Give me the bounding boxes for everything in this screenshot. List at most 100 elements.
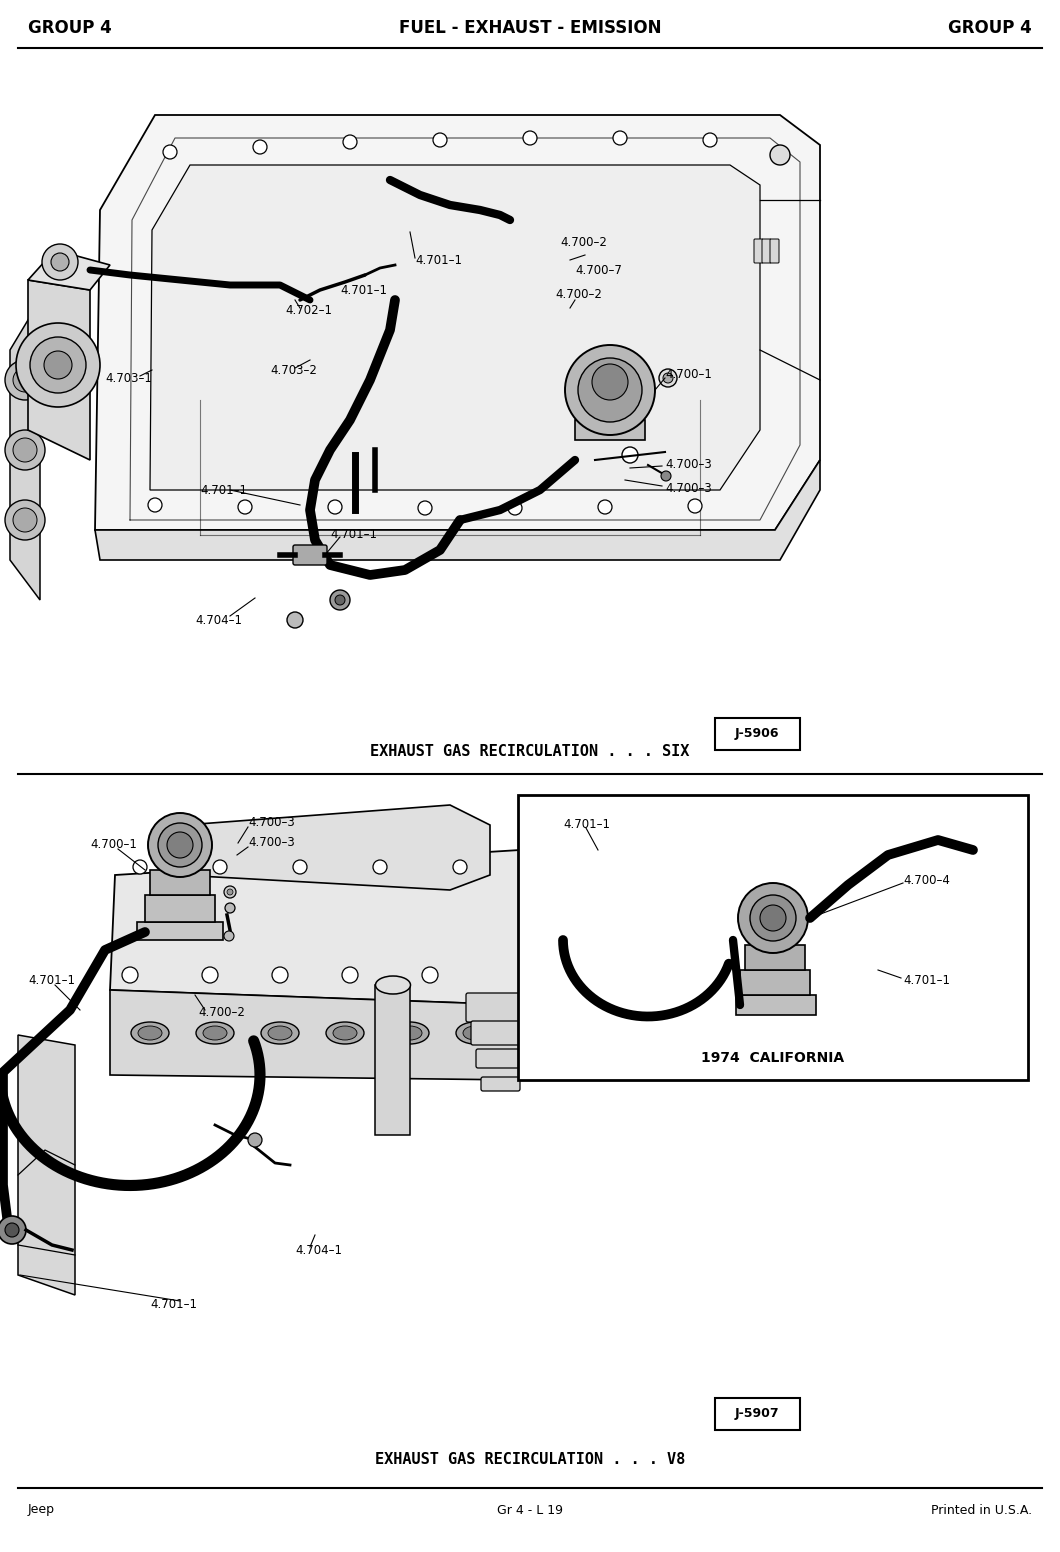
Circle shape [224,886,236,899]
Circle shape [770,144,790,165]
Circle shape [760,905,787,931]
FancyBboxPatch shape [770,239,779,262]
Polygon shape [180,805,490,889]
Circle shape [13,438,37,462]
Ellipse shape [456,1023,494,1044]
Text: 4.700–3: 4.700–3 [665,458,711,472]
Text: 4.700–3: 4.700–3 [248,837,295,849]
Text: GROUP 4: GROUP 4 [28,19,111,37]
Text: 4.704–1: 4.704–1 [295,1243,342,1257]
Circle shape [508,501,522,515]
Text: 4.700–7: 4.700–7 [575,264,622,276]
Circle shape [738,883,808,953]
Polygon shape [110,990,570,1080]
Text: FUEL - EXHAUST - EMISSION: FUEL - EXHAUST - EMISSION [399,19,661,37]
Ellipse shape [204,1026,227,1040]
Text: 4.700–1: 4.700–1 [665,368,712,382]
Circle shape [287,611,303,629]
Circle shape [342,967,358,982]
Bar [716,1398,800,1429]
Text: 4.701–1: 4.701–1 [200,484,247,497]
Text: 4.701–1: 4.701–1 [416,253,462,267]
Text: 4.701–1: 4.701–1 [340,284,387,296]
Text: Printed in U.S.A.: Printed in U.S.A. [931,1504,1032,1516]
Circle shape [750,896,796,941]
Circle shape [432,133,447,147]
Circle shape [565,345,655,435]
FancyBboxPatch shape [762,239,771,262]
Circle shape [373,860,387,874]
Polygon shape [151,871,210,896]
Text: EXHAUST GAS RECIRCULATION . . . V8: EXHAUST GAS RECIRCULATION . . . V8 [375,1453,685,1468]
Circle shape [227,889,233,896]
Polygon shape [95,459,820,560]
Polygon shape [745,945,805,970]
Polygon shape [575,421,644,441]
Text: 1974  CALIFORNIA: 1974 CALIFORNIA [702,1051,845,1065]
Circle shape [16,323,100,407]
Circle shape [5,500,45,540]
Text: 4.704–1: 4.704–1 [195,613,242,627]
Text: 4.701–1: 4.701–1 [151,1299,197,1311]
Circle shape [158,823,202,868]
Circle shape [578,359,642,422]
Circle shape [248,1133,262,1147]
Polygon shape [110,850,570,1006]
Text: Jeep: Jeep [28,1504,55,1516]
FancyBboxPatch shape [466,993,535,1023]
Circle shape [5,1223,19,1237]
Ellipse shape [326,1023,364,1044]
Circle shape [13,368,37,393]
Circle shape [293,860,307,874]
Text: 4.703–1: 4.703–1 [105,371,152,385]
Polygon shape [740,970,810,995]
Ellipse shape [138,1026,162,1040]
Bar [716,719,800,750]
Circle shape [213,860,227,874]
Circle shape [622,447,638,462]
Circle shape [5,360,45,400]
Ellipse shape [375,976,410,993]
Circle shape [688,500,702,514]
Polygon shape [375,986,410,1135]
Circle shape [272,967,288,982]
Circle shape [591,365,628,400]
Circle shape [422,967,438,982]
Circle shape [703,133,717,147]
Circle shape [418,501,432,515]
Circle shape [328,500,342,514]
Circle shape [613,130,628,144]
Polygon shape [28,250,110,290]
Text: 4.700–2: 4.700–2 [198,1007,245,1020]
Ellipse shape [333,1026,357,1040]
Text: 4.701–1: 4.701–1 [330,529,377,542]
Polygon shape [137,922,223,941]
Ellipse shape [391,1023,429,1044]
Text: 4.701–1: 4.701–1 [563,818,609,832]
Text: J-5906: J-5906 [735,728,779,740]
Circle shape [132,860,147,874]
Circle shape [13,508,37,532]
Circle shape [659,369,677,386]
Text: 4.700–3: 4.700–3 [248,816,295,829]
FancyBboxPatch shape [754,239,763,262]
FancyBboxPatch shape [293,545,326,565]
Circle shape [598,500,612,514]
Ellipse shape [463,1026,487,1040]
Circle shape [253,140,267,154]
Circle shape [238,500,252,514]
Polygon shape [18,1035,75,1294]
Circle shape [42,244,78,279]
Text: J-5907: J-5907 [735,1408,779,1420]
FancyBboxPatch shape [476,1049,525,1068]
Text: 4.700–2: 4.700–2 [555,289,602,301]
Circle shape [523,130,537,144]
Polygon shape [95,115,820,529]
Circle shape [662,372,673,383]
FancyBboxPatch shape [481,1077,520,1091]
Text: 4.701–1: 4.701–1 [903,973,950,987]
Text: 4.700–2: 4.700–2 [560,236,607,248]
Ellipse shape [398,1026,422,1040]
Text: 4.701–1: 4.701–1 [28,973,75,987]
Circle shape [661,470,671,481]
